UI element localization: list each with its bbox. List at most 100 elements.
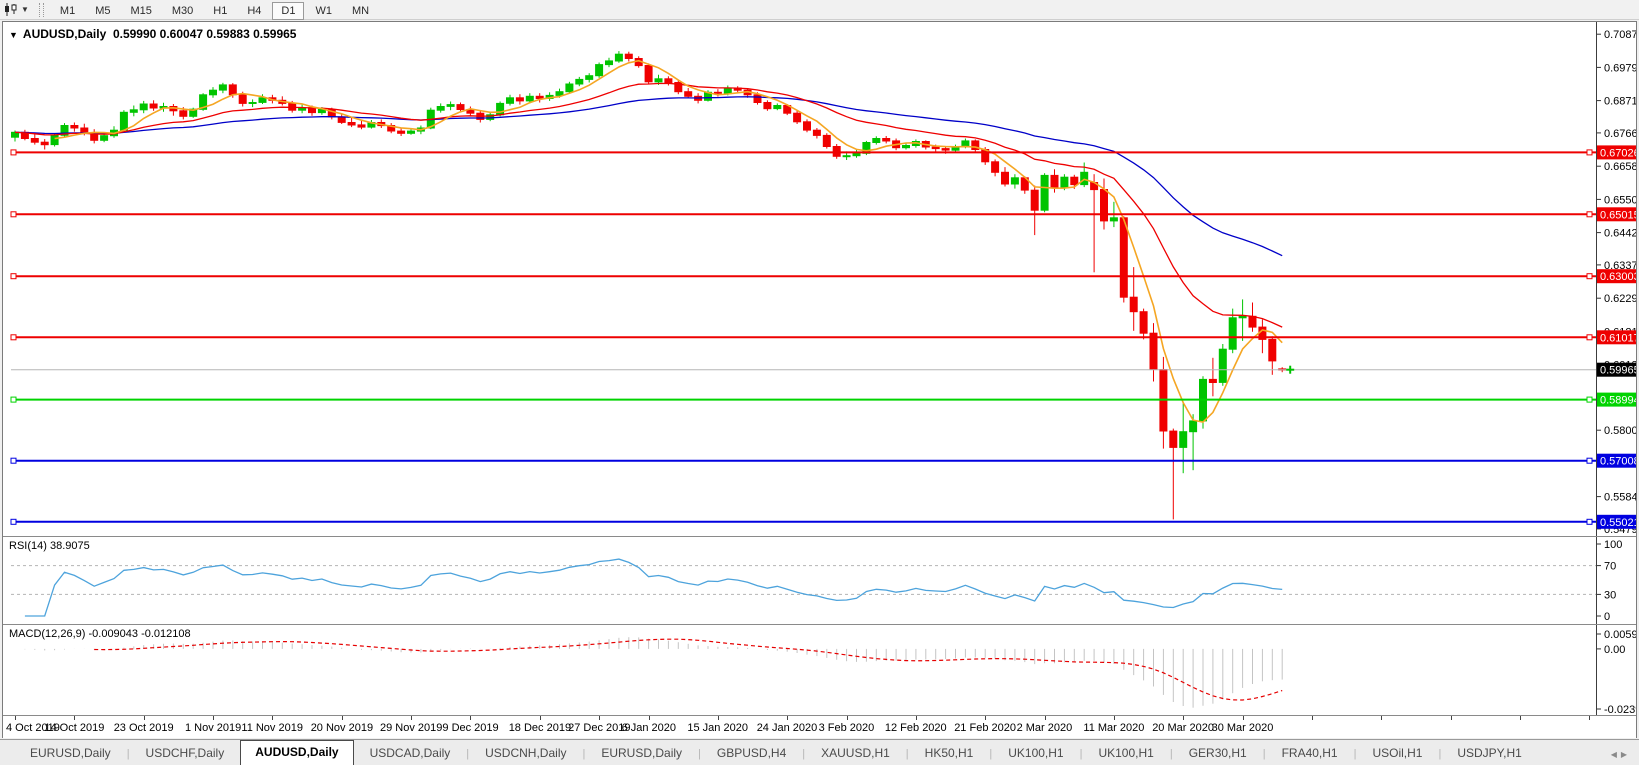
chart-tab-usoil-h1[interactable]: USOil,H1 <box>1372 746 1423 760</box>
svg-text:0.65015: 0.65015 <box>1600 209 1636 221</box>
date-tick <box>470 716 472 720</box>
chart-tab-usdcad-daily[interactable]: USDCAD,Daily <box>369 746 451 760</box>
date-tick <box>1450 716 1452 720</box>
hline-0.57008[interactable] <box>10 457 1596 464</box>
date-tick <box>787 716 789 720</box>
MA-fast-line[interactable] <box>54 59 1283 423</box>
panel-separator[interactable] <box>3 536 1636 537</box>
date-label: 18 Dec 2019 <box>508 722 572 734</box>
timeframe-button-m1[interactable]: M1 <box>59 4 76 17</box>
tab-separator: | <box>466 748 470 760</box>
date-tick <box>1242 716 1244 720</box>
tab-scroll-arrows[interactable]: ◀▶ <box>1611 750 1639 765</box>
chart-tab-gbpusd-h4[interactable]: GBPUSD,H4 <box>716 746 787 760</box>
date-tick <box>1113 716 1115 720</box>
date-label: 11 Nov 2019 <box>241 722 303 734</box>
svg-text:0.00: 0.00 <box>1604 644 1625 656</box>
timeframe-button-m30[interactable]: M30 <box>171 4 194 17</box>
chart-tab-usdcnh-daily[interactable]: USDCNH,Daily <box>485 746 567 760</box>
chart-tab-eurusd-daily[interactable]: EURUSD,Daily <box>601 746 683 760</box>
MA-slow-line[interactable] <box>14 96 1283 257</box>
chart-tab-uk100-h1[interactable]: UK100,H1 <box>1008 746 1064 760</box>
hline-0.61017[interactable] <box>10 334 1596 341</box>
tab-separator: | <box>905 748 909 760</box>
chart-type-icon[interactable] <box>3 3 19 16</box>
svg-text:0.58994: 0.58994 <box>1600 395 1636 407</box>
chart-tab-ger30-h1[interactable]: GER30,H1 <box>1188 746 1247 760</box>
rsi-name: RSI(14) <box>9 540 47 552</box>
toolbar-grip-handle[interactable] <box>38 2 44 17</box>
date-tick <box>846 716 848 720</box>
candles-layer <box>11 51 1287 520</box>
chart-tab-uk100-h1[interactable]: UK100,H1 <box>1098 746 1154 760</box>
macd-histogram <box>24 637 1283 708</box>
hline-0.65015[interactable] <box>10 211 1596 218</box>
price-level-label: 0.67026 <box>1597 145 1636 160</box>
date-label: 14 Oct 2019 <box>44 722 105 734</box>
date-label: 15 Jan 2020 <box>687 722 748 734</box>
date-label: 12 Feb 2020 <box>884 722 947 734</box>
date-tick <box>74 716 76 720</box>
rsi-panel[interactable]: 100 70 30 0 RSI(14) 38.9075 <box>3 536 1636 624</box>
tab-separator: | <box>698 748 701 760</box>
date-label: 3 Feb 2020 <box>818 722 875 734</box>
date-tick <box>411 716 412 720</box>
chart-tab-usdjpy-h1[interactable]: USDJPY,H1 <box>1457 746 1522 760</box>
date-tick <box>915 716 917 720</box>
MA-mid-line[interactable] <box>14 82 1283 328</box>
timeframe-button-h4[interactable]: H4 <box>247 4 262 17</box>
rsi-axis[interactable]: 100 70 30 0 <box>1596 539 1622 623</box>
chart-tab-fra40-h1[interactable]: FRA40,H1 <box>1281 746 1338 760</box>
svg-text:0.67026: 0.67026 <box>1600 147 1636 159</box>
date-tick <box>717 716 719 720</box>
price-level-label: 0.55021 <box>1597 514 1636 529</box>
date-label: 20 Mar 2020 <box>1152 722 1214 734</box>
hline-0.63003[interactable] <box>10 273 1596 280</box>
date-axis[interactable]: 4 Oct 2019 14 Oct 2019 23 Oct 2019 1 Nov 20… <box>3 715 1636 738</box>
date-tick <box>1311 716 1313 720</box>
date-tick <box>599 716 601 720</box>
chart-tab-eurusd-daily[interactable]: EURUSD,Daily <box>30 746 111 760</box>
hline-0.55021[interactable] <box>10 518 1596 525</box>
svg-text:100: 100 <box>1604 539 1622 551</box>
svg-text:0.55021: 0.55021 <box>1600 517 1636 529</box>
tab-scroll-right-icon[interactable]: ▶ <box>1620 750 1631 759</box>
date-tick <box>143 716 145 720</box>
date-label: 2 Mar 2020 <box>1016 722 1073 734</box>
timeframe-button-h1[interactable]: H1 <box>213 4 228 17</box>
macd-panel[interactable]: 0.005923 0.00 -0.02394 MACD(12,26,9) -0.00… <box>3 624 1636 715</box>
symbol-dropdown-caret-icon[interactable]: ▼ <box>9 30 18 40</box>
svg-text:0.61017: 0.61017 <box>1600 332 1636 344</box>
timeframe-button-w1[interactable]: W1 <box>315 4 332 17</box>
hline-0.58994[interactable] <box>10 396 1596 403</box>
last-price-arrow-icon <box>1286 365 1295 374</box>
macd-label: MACD(12,26,9) -0.009043 -0.012108 <box>9 628 191 640</box>
rsi-label: RSI(14) 38.9075 <box>9 540 90 552</box>
date-tick <box>1519 716 1521 720</box>
chart-tab-hk50-h1[interactable]: HK50,H1 <box>924 746 974 760</box>
timeframe-button-d1[interactable]: D1 <box>272 1 305 20</box>
panel-separator[interactable] <box>3 624 1636 625</box>
rsi-canvas[interactable]: 100 70 30 0 <box>3 536 1636 624</box>
chart-tab-audusd-daily[interactable]: AUDUSD,Daily <box>240 740 354 765</box>
chart-title: ▼ AUDUSD,Daily 0.59990 0.60047 0.59883 0.… <box>9 27 296 41</box>
hline-0.67026[interactable] <box>10 149 1596 156</box>
tab-separator: | <box>989 748 993 760</box>
chart-tab-xauusd-h1[interactable]: XAUUSD,H1 <box>821 746 890 760</box>
price-level-label: 0.65015 <box>1597 207 1636 222</box>
timeframe-button-m5[interactable]: M5 <box>95 4 111 17</box>
macd-axis[interactable]: 0.005923 0.00 -0.02394 <box>1596 629 1636 715</box>
macd-canvas[interactable]: 0.005923 0.00 -0.02394 <box>3 624 1636 715</box>
chart-type-dropdown-caret-icon[interactable]: ▼ <box>21 5 29 14</box>
price-level-label: 0.61017 <box>1597 330 1636 345</box>
date-label: 20 Nov 2019 <box>310 722 374 734</box>
timeframe-button-m15[interactable]: M15 <box>130 4 152 17</box>
chart-tab-usdchf-daily[interactable]: USDCHF,Daily <box>145 746 225 760</box>
tab-scroll-left-icon[interactable]: ◀ <box>1610 750 1621 759</box>
timeframe-button-mn[interactable]: MN <box>351 4 370 17</box>
svg-text:0.59965: 0.59965 <box>1600 365 1636 377</box>
